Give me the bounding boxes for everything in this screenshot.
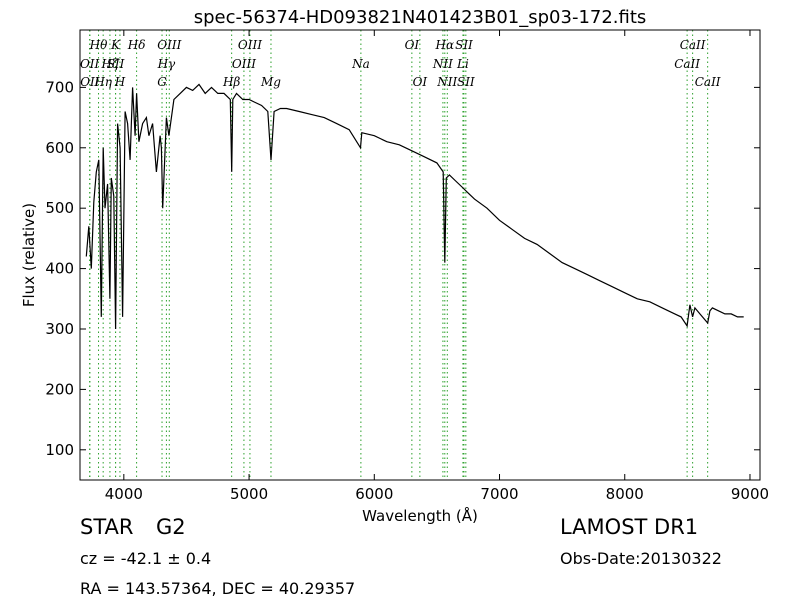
line-annotation: CaII bbox=[695, 75, 721, 89]
line-annotation: OII bbox=[80, 75, 100, 89]
line-annotation: SII bbox=[457, 75, 475, 89]
line-annotation: Hθ bbox=[89, 38, 108, 52]
line-annotation: Hβ bbox=[222, 75, 240, 89]
line-annotation: Li bbox=[456, 57, 469, 71]
line-annotation: Hη bbox=[93, 75, 112, 89]
line-annotation: NII bbox=[432, 57, 453, 71]
y-tick-label: 100 bbox=[45, 441, 74, 459]
line-annotation: OI bbox=[405, 38, 420, 52]
x-tick-label: 9000 bbox=[731, 485, 769, 503]
line-annotation: Hγ bbox=[157, 57, 176, 71]
object-type: STAR bbox=[80, 515, 134, 539]
line-annotation: Mg bbox=[260, 75, 281, 89]
line-annotation: OI bbox=[413, 75, 428, 89]
x-tick-label: 4000 bbox=[105, 485, 143, 503]
line-annotation: OIII bbox=[232, 57, 256, 71]
plot-frame bbox=[79, 29, 761, 481]
y-tick-label: 600 bbox=[45, 139, 74, 157]
y-axis-label: Flux (relative) bbox=[20, 203, 38, 307]
line-annotation: Na bbox=[351, 57, 370, 71]
line-annotation: SII bbox=[455, 38, 473, 52]
line-annotation: OIII bbox=[157, 38, 181, 52]
y-axis-ticks: 100 200 300 400 500 600 700 bbox=[45, 78, 760, 459]
line-annotation: CaII bbox=[674, 57, 700, 71]
survey-name: LAMOST DR1 bbox=[560, 515, 699, 539]
line-annotation: Hδ bbox=[127, 38, 146, 52]
line-annotation: CaII bbox=[680, 38, 706, 52]
x-tick-label: 5000 bbox=[230, 485, 268, 503]
line-annotation: Hζ bbox=[100, 57, 119, 71]
y-tick-label: 300 bbox=[45, 320, 74, 338]
x-tick-label: 8000 bbox=[606, 485, 644, 503]
line-annotation: OII bbox=[80, 57, 100, 71]
line-annotation: NII bbox=[436, 75, 457, 89]
line-annotation: H bbox=[114, 75, 126, 89]
line-annotation: SII bbox=[107, 57, 125, 71]
line-annotation: K bbox=[110, 38, 121, 52]
y-tick-label: 500 bbox=[45, 199, 74, 217]
obs-date: Obs-Date:20130322 bbox=[560, 549, 722, 568]
x-tick-label: 7000 bbox=[480, 485, 518, 503]
line-annotation: OIII bbox=[238, 38, 262, 52]
chart-title: spec-56374-HD093821N401423B01_sp03-172.f… bbox=[194, 7, 647, 28]
coordinates: RA = 143.57364, DEC = 40.29357 bbox=[80, 579, 356, 598]
x-tick-label: 6000 bbox=[355, 485, 393, 503]
y-tick-label: 200 bbox=[45, 380, 74, 398]
cz-value: cz = -42.1 ± 0.4 bbox=[80, 549, 212, 568]
line-markers bbox=[89, 30, 709, 480]
subclass: G2 bbox=[156, 515, 186, 539]
y-tick-label: 700 bbox=[45, 78, 74, 96]
y-tick-label: 400 bbox=[45, 260, 74, 278]
x-axis-label: Wavelength (Å) bbox=[362, 506, 478, 525]
spectrum-line bbox=[85, 83, 744, 330]
x-axis-ticks: 4000 5000 6000 7000 8000 9000 bbox=[105, 30, 769, 503]
line-annotation: Hα bbox=[435, 38, 455, 52]
line-annotation: G bbox=[157, 75, 167, 89]
